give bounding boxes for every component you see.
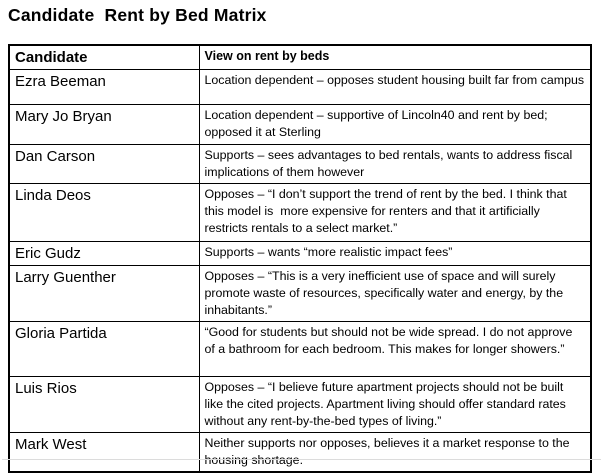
table-row: Luis Rios Opposes – “I believe future ap… <box>8 376 592 433</box>
candidate-name-cell: Dan Carson <box>8 144 200 184</box>
image-frame-shadow <box>2 459 601 460</box>
candidate-name-cell: Larry Guenther <box>8 265 200 322</box>
table-row: Dan Carson Supports – sees advantages to… <box>8 144 592 184</box>
view-cell: Opposes – “I believe future apartment pr… <box>198 376 592 433</box>
view-cell: Opposes – “This is a very inefficient us… <box>198 265 592 322</box>
view-cell: Opposes – “I don’t support the trend of … <box>198 183 592 242</box>
table-row: Eric Gudz Supports – wants “more realist… <box>8 241 592 266</box>
table-row: Linda Deos Opposes – “I don’t support th… <box>8 183 592 242</box>
view-cell: Supports – sees advantages to bed rental… <box>198 144 592 184</box>
candidate-name-cell: Gloria Partida <box>8 321 200 377</box>
column-header-candidate: Candidate <box>8 44 200 70</box>
view-cell: Neither supports nor opposes, believes i… <box>198 432 592 473</box>
candidate-name-cell: Linda Deos <box>8 183 200 242</box>
candidate-name-cell: Ezra Beeman <box>8 69 200 105</box>
page-title: Candidate Rent by Bed Matrix <box>8 5 267 25</box>
view-cell: Location dependent – supportive of Linco… <box>198 104 592 145</box>
table-row: Mary Jo Bryan Location dependent – suppo… <box>8 104 592 145</box>
table-row: Mark West Neither supports nor opposes, … <box>8 432 592 473</box>
table-row: Gloria Partida “Good for students but sh… <box>8 321 592 377</box>
candidate-name-cell: Mark West <box>8 432 200 473</box>
column-header-view: View on rent by beds <box>198 44 592 70</box>
header-row: Candidate View on rent by beds <box>8 44 592 70</box>
view-cell: “Good for students but should not be wid… <box>198 321 592 377</box>
candidate-name-cell: Eric Gudz <box>8 241 200 266</box>
view-cell: Location dependent – opposes student hou… <box>198 69 592 105</box>
candidate-rent-matrix-table: Candidate View on rent by beds Ezra Beem… <box>8 44 592 473</box>
table-row: Larry Guenther Opposes – “This is a very… <box>8 265 592 322</box>
view-cell: Supports – wants “more realistic impact … <box>198 241 592 266</box>
table-row: Ezra Beeman Location dependent – opposes… <box>8 69 592 105</box>
candidate-name-cell: Mary Jo Bryan <box>8 104 200 145</box>
candidate-name-cell: Luis Rios <box>8 376 200 433</box>
